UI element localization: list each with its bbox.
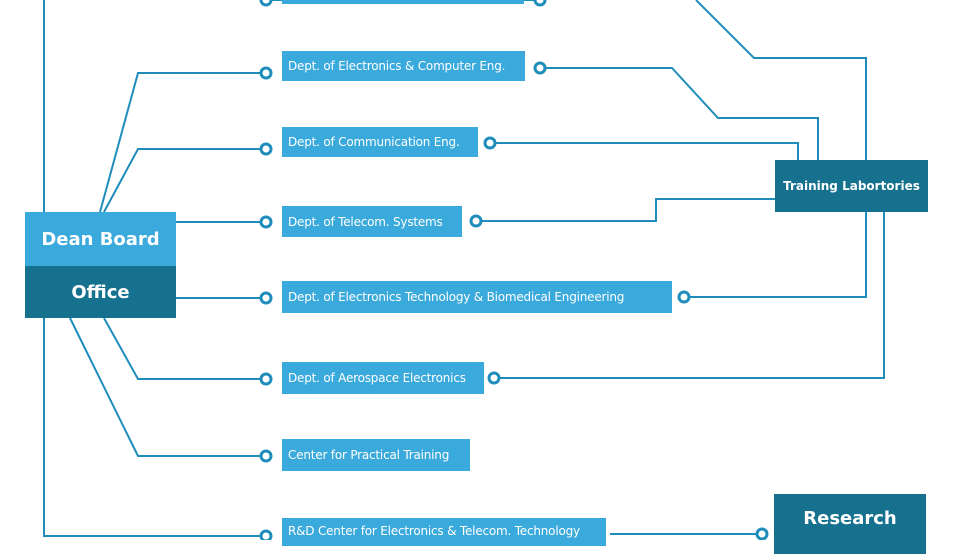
connector-dot <box>259 215 273 229</box>
top-dept-box <box>282 0 524 4</box>
connector-dot <box>259 449 273 463</box>
dept-telecom-systems: Dept. of Telecom. Systems <box>282 206 462 237</box>
connector-dept3-to-training <box>480 198 775 222</box>
connector-dot <box>483 136 497 150</box>
connector-to-dept-2 <box>103 148 262 213</box>
dept-label: Center for Practical Training <box>288 448 450 462</box>
connector-dot <box>533 0 547 7</box>
dept-label: Dept. of Electronics Technology & Biomed… <box>288 290 625 304</box>
connector-to-dept-6 <box>69 317 262 457</box>
connector-dept4-to-training <box>688 212 867 298</box>
office-box: Office <box>25 266 176 318</box>
dean-board-label: Dean Board <box>41 228 160 250</box>
connector-dot <box>755 527 769 540</box>
dept-label: Dept. of Telecom. Systems <box>288 214 443 229</box>
connector-dot <box>259 529 273 540</box>
connector-outer-bottom <box>43 318 262 537</box>
research-box: Research <box>774 494 926 554</box>
connector-dot <box>259 372 273 386</box>
connector-dot <box>469 214 483 228</box>
dept-aerospace-electronics: Dept. of Aerospace Electronics <box>282 362 484 394</box>
connector-top-to-training <box>695 0 867 160</box>
dept-label: R&D Center for Electronics & Telecom. Te… <box>288 524 580 538</box>
research-label: Research <box>803 508 897 529</box>
connector-to-dept-5 <box>103 317 262 380</box>
connector-dept5-to-training <box>498 212 885 379</box>
training-laboratories-label: Training Labortories <box>783 179 920 193</box>
rd-center-electronics-telecom: R&D Center for Electronics & Telecom. Te… <box>282 518 606 546</box>
training-laboratories-box: Training Labortories <box>775 160 928 212</box>
center-practical-training: Center for Practical Training <box>282 439 470 471</box>
connector-dot <box>533 61 547 75</box>
connector-dot <box>259 0 273 7</box>
dept-label: Dept. of Communication Eng. <box>288 135 460 149</box>
connector-dot <box>259 142 273 156</box>
dept-communication: Dept. of Communication Eng. <box>282 127 478 157</box>
connector-dot <box>677 290 691 304</box>
dept-electronics-computer: Dept. of Electronics & Computer Eng. <box>282 51 525 81</box>
dept-electronics-technology-biomedical: Dept. of Electronics Technology & Biomed… <box>282 281 672 313</box>
connector-dot <box>487 371 501 385</box>
connector-to-dept-1 <box>99 72 262 213</box>
connector-dept2-to-training <box>494 142 799 160</box>
dept-label: Dept. of Aerospace Electronics <box>288 371 466 385</box>
connector-lines <box>43 0 885 540</box>
connector-dot <box>259 291 273 305</box>
connector-dot <box>259 66 273 80</box>
dean-board-box: Dean Board <box>25 212 176 266</box>
dept-label: Dept. of Electronics & Computer Eng. <box>288 59 506 73</box>
office-label: Office <box>71 281 130 303</box>
connector-dept1-to-training <box>544 67 819 160</box>
